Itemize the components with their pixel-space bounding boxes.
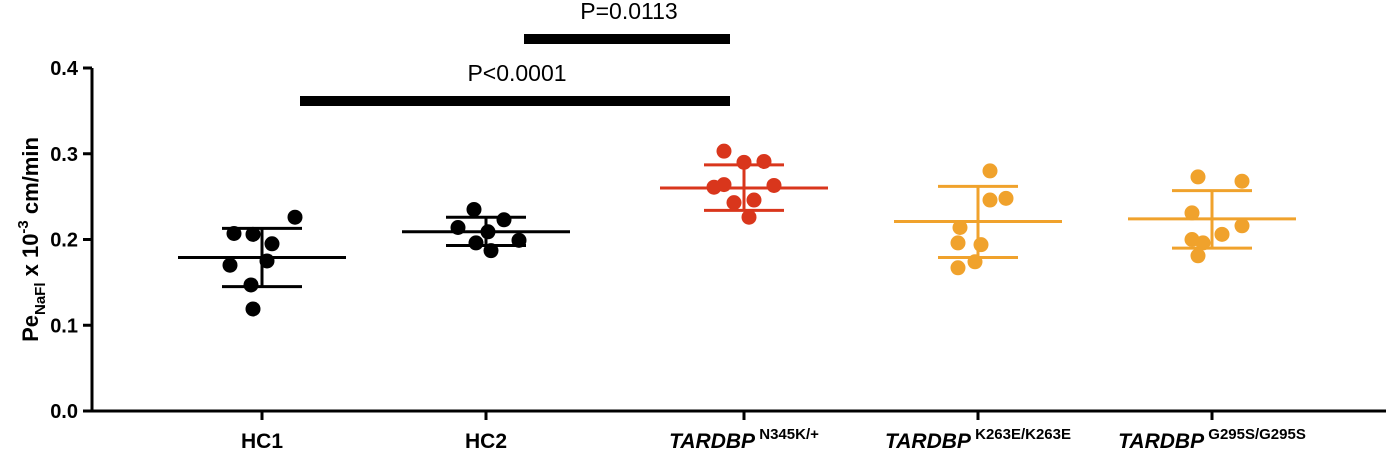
data-point [222, 257, 238, 273]
data-point [287, 209, 303, 225]
data-point [967, 254, 983, 270]
data-point [982, 163, 998, 179]
data-point [480, 224, 496, 240]
data-point [496, 212, 512, 228]
data-group [660, 143, 828, 225]
data-point [746, 192, 762, 208]
data-point [950, 260, 966, 276]
data-point [741, 209, 757, 225]
data-point [726, 195, 742, 211]
y-axis-title: PeNaFl x 10-3 cm/min [15, 137, 49, 342]
data-point [973, 237, 989, 253]
x-category-label-allele: G295S/G295S [1204, 426, 1306, 443]
data-group [894, 163, 1062, 276]
data-point [1214, 226, 1230, 242]
x-category-label-gene: TARDBP [669, 430, 756, 453]
y-ticks: 0.0 0.1 0.2 0.3 0.4 [50, 58, 92, 423]
data-group [1128, 169, 1296, 264]
y-axis-label-unit: cm/min [18, 137, 43, 220]
data-point [243, 277, 259, 293]
y-tick-label: 0.1 [50, 315, 78, 337]
y-axis-label-subscript: NaFl [32, 282, 49, 315]
data-point [1195, 235, 1211, 251]
p-value-label: P=0.0113 [580, 0, 677, 24]
data-point [950, 235, 966, 251]
data-point [264, 236, 280, 252]
data-group [178, 209, 346, 317]
data-point [245, 301, 261, 317]
x-category-label: TARDBP N345K/+ [669, 426, 819, 453]
data-point [982, 192, 998, 208]
data-group [402, 201, 570, 259]
data-point [483, 243, 499, 259]
y-axis-label-main: Pe [18, 315, 43, 342]
y-tick-label: 0.4 [50, 58, 79, 80]
y-axis-label-middle: x 10 [18, 234, 43, 283]
p-value-label: P<0.0001 [467, 60, 566, 86]
data-groups [178, 143, 1296, 317]
y-axis-label-superscript: -3 [15, 220, 32, 233]
x-category-label-gene: TARDBP [1118, 430, 1205, 453]
x-category-label: HC1 [241, 430, 283, 453]
y-tick-label: 0.0 [50, 401, 78, 423]
data-point [716, 143, 732, 159]
x-category-label-gene: TARDBP [885, 430, 972, 453]
y-tick-label: 0.3 [50, 144, 78, 166]
data-point [226, 225, 242, 241]
data-point [511, 232, 527, 248]
x-category-label: TARDBP G295S/G295S [1118, 426, 1306, 453]
x-category-label-allele: N345K/+ [755, 426, 819, 443]
data-point [450, 219, 466, 235]
x-category-label-allele: K263E/K263E [971, 426, 1071, 443]
data-point [1190, 248, 1206, 264]
x-category-labels: HC1 HC2 TARDBP N345K/+ TARDBP K263E/K263E TA… [241, 411, 1306, 453]
y-tick-label: 0.2 [50, 230, 78, 252]
data-point [1190, 169, 1206, 185]
data-point [952, 219, 968, 235]
data-point [259, 253, 275, 269]
y-axis-label: PeNaFl x 10-3 cm/min [15, 137, 49, 342]
data-point [706, 179, 722, 195]
significance-brackets: P=0.0113 P<0.0001 [300, 0, 730, 106]
data-point [998, 190, 1014, 206]
data-point [736, 154, 752, 170]
data-point [756, 153, 772, 169]
data-point [1234, 173, 1250, 189]
x-category-label: HC2 [465, 430, 507, 453]
data-point [466, 201, 482, 217]
data-point [1234, 218, 1250, 234]
x-category-label: TARDBP K263E/K263E [885, 426, 1071, 453]
data-point [1184, 205, 1200, 221]
data-point [245, 226, 261, 242]
data-point [468, 235, 484, 251]
data-point [766, 177, 782, 193]
